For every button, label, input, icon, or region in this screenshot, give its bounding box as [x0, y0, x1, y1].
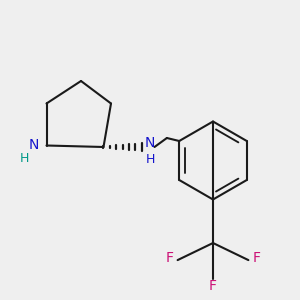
Text: H: H — [20, 152, 30, 165]
Text: H: H — [145, 153, 155, 166]
Text: N: N — [145, 136, 155, 150]
Text: N: N — [29, 138, 39, 152]
Text: F: F — [209, 280, 217, 293]
Text: F: F — [253, 251, 261, 265]
Text: F: F — [165, 251, 173, 265]
